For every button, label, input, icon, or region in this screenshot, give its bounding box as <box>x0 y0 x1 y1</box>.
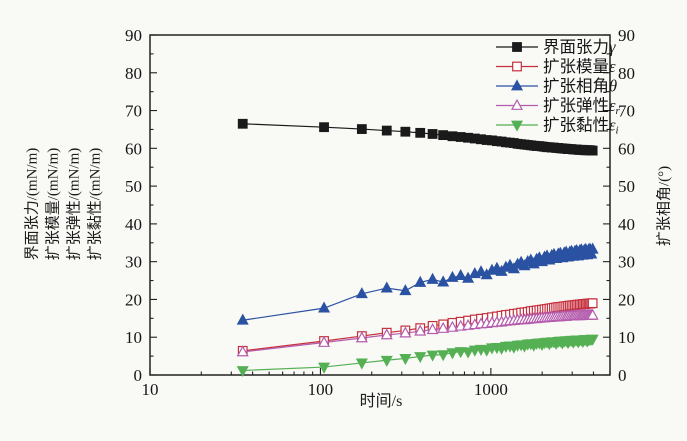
y-axis-label-right-phase-angle: 扩张相角/(°) <box>656 165 673 247</box>
y-axis-label-dilational-modulus: 扩张模量/(mN/m) <box>45 147 62 261</box>
svg-text:30: 30 <box>125 253 142 272</box>
legend-item-1: 扩张模量ε <box>496 57 616 76</box>
y-axis-ticks <box>150 34 610 376</box>
svg-text:0: 0 <box>618 366 627 385</box>
svg-text:10: 10 <box>125 328 142 347</box>
svg-text:10: 10 <box>142 380 159 399</box>
svg-text:1000: 1000 <box>474 380 508 399</box>
svg-text:20: 20 <box>125 290 142 309</box>
svg-text:20: 20 <box>618 290 635 309</box>
svg-text:50: 50 <box>125 177 142 196</box>
svg-text:扩张模量ε: 扩张模量ε <box>543 57 616 76</box>
svg-text:扩张黏性εi: 扩张黏性εi <box>543 116 619 137</box>
series-4-triangle-down <box>236 334 599 378</box>
svg-text:40: 40 <box>125 215 142 234</box>
svg-text:80: 80 <box>618 64 635 83</box>
svg-text:70: 70 <box>125 102 142 121</box>
legend-item-4: 扩张黏性εi <box>496 116 619 137</box>
legend-item-3: 扩张弹性εr <box>496 96 621 117</box>
y-axis-label-dilational-elasticity: 扩张弹性/(mN/m) <box>66 147 83 261</box>
y-axis-label-dilational-viscosity: 扩张黏性/(mN/m) <box>87 147 104 261</box>
svg-text:40: 40 <box>618 215 635 234</box>
svg-text:60: 60 <box>618 139 635 158</box>
svg-text:扩张相角θ: 扩张相角θ <box>543 77 617 96</box>
x-axis-label-time: 时间/s <box>359 393 403 410</box>
svg-text:10: 10 <box>618 328 635 347</box>
svg-text:扩张弹性εr: 扩张弹性εr <box>543 96 621 117</box>
x-axis-tick-labels: 10 100 1000 <box>142 380 508 399</box>
series-2-triangle-up <box>236 242 599 325</box>
series-0-square <box>237 118 598 156</box>
y-axis-tick-labels-left: 0 10 20 30 40 50 60 70 80 90 <box>125 26 142 385</box>
svg-text:90: 90 <box>618 26 635 45</box>
x-axis-ticks <box>149 368 611 375</box>
series-3-triangle-up <box>236 308 599 357</box>
svg-text:60: 60 <box>125 139 142 158</box>
legend-item-2: 扩张相角θ <box>496 77 617 96</box>
svg-text:80: 80 <box>125 64 142 83</box>
svg-text:70: 70 <box>618 102 635 121</box>
y-axis-tick-labels-right: 0 10 20 30 40 50 60 70 80 90 <box>618 26 635 385</box>
y-axis-label-interfacial-tension: 界面张力/(mN/m) <box>24 147 41 261</box>
svg-text:30: 30 <box>618 253 635 272</box>
svg-text:界面张力γ: 界面张力γ <box>543 38 616 57</box>
svg-text:0: 0 <box>134 366 143 385</box>
legend-item-0: 界面张力γ <box>496 38 616 57</box>
plot-frame <box>149 34 611 376</box>
svg-text:100: 100 <box>308 380 334 399</box>
svg-text:50: 50 <box>618 177 635 196</box>
svg-text:90: 90 <box>125 26 142 45</box>
